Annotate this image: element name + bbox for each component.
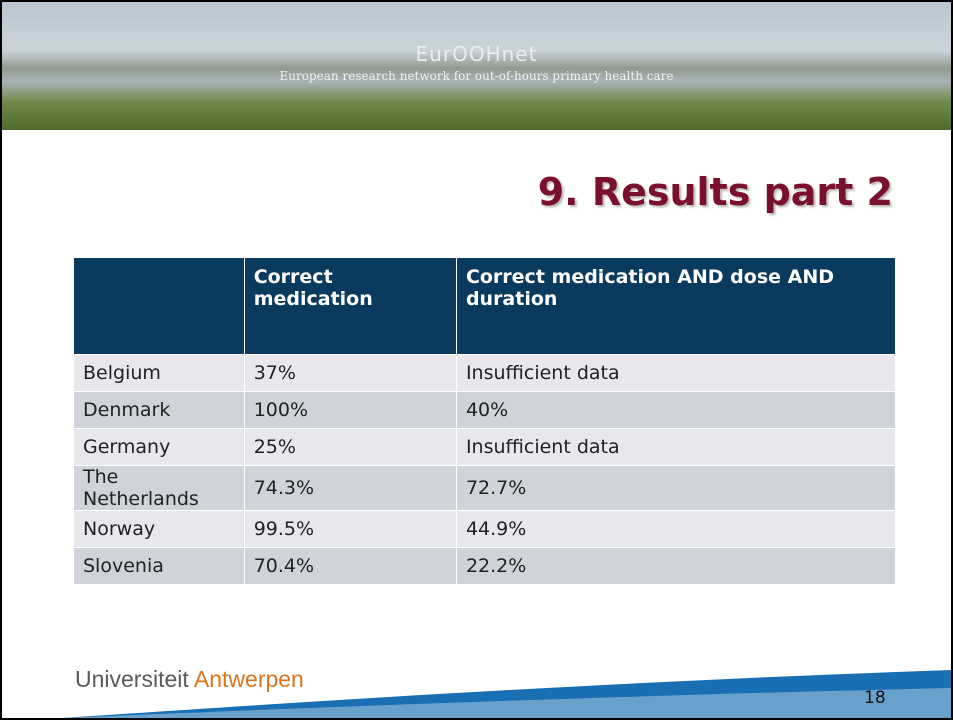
page-number: 18 xyxy=(864,688,886,708)
table-cell: 70.4% xyxy=(244,548,456,585)
banner-brand: EurOOHnet xyxy=(2,42,951,66)
table-cell: 74.3% xyxy=(244,466,456,511)
table-cell: 100% xyxy=(244,392,456,429)
slide: EurOOHnet European research network for … xyxy=(0,0,953,720)
banner: EurOOHnet European research network for … xyxy=(2,2,951,130)
table-cell: 72.7% xyxy=(456,466,895,511)
table-cell: Norway xyxy=(74,511,244,548)
university-logo: Universiteit Antwerpen xyxy=(75,666,304,693)
slide-title: 9. Results part 2 xyxy=(538,170,893,214)
header-cell: Correct medication AND dose AND duration xyxy=(456,258,895,355)
table-cell: Denmark xyxy=(74,392,244,429)
table-cell: Insufficient data xyxy=(456,355,895,392)
table-cell: 37% xyxy=(244,355,456,392)
table-cell: 44.9% xyxy=(456,511,895,548)
table-cell: 22.2% xyxy=(456,548,895,585)
logo-text: Universiteit xyxy=(75,666,189,692)
table-cell: 99.5% xyxy=(244,511,456,548)
table-cell: The Netherlands xyxy=(74,466,244,511)
table-cell: 40% xyxy=(456,392,895,429)
header-cell xyxy=(74,258,244,355)
header-cell: Correct medication xyxy=(244,258,456,355)
table-cell: 25% xyxy=(244,429,456,466)
logo-text: Antwerpen xyxy=(194,666,304,692)
table-cell: Belgium xyxy=(74,355,244,392)
table-cell: Germany xyxy=(74,429,244,466)
table-cell: Insufficient data xyxy=(456,429,895,466)
banner-subtitle: European research network for out-of-hou… xyxy=(2,69,951,83)
table-cell: Slovenia xyxy=(74,548,244,585)
